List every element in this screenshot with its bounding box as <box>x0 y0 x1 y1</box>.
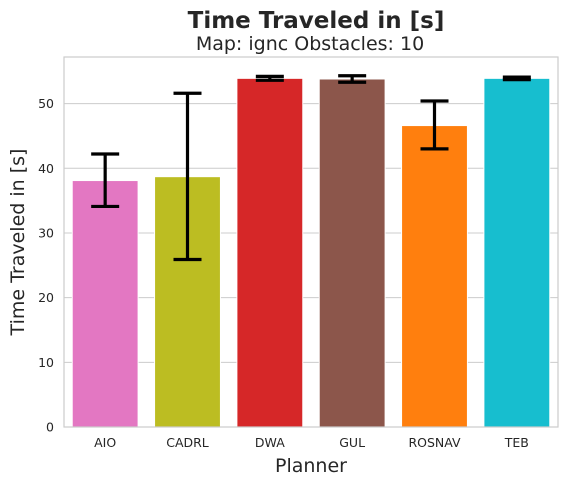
x-tick-label: DWA <box>255 435 285 450</box>
error-bar-gul <box>338 74 367 84</box>
y-tick-label: 30 <box>38 225 54 240</box>
plot-frame <box>63 56 559 428</box>
x-tick-label: TEB <box>504 435 529 450</box>
bars <box>71 77 551 428</box>
error-bar-cadrl <box>173 91 202 262</box>
y-tick-label: 20 <box>38 290 54 305</box>
x-tick-labels: AIO CADRL DWA GUL ROSNAV TEB <box>94 435 529 450</box>
y-tick-label: 40 <box>38 161 54 176</box>
error-bars <box>91 74 531 262</box>
y-axis-label: Time Traveled in [s] <box>7 149 29 337</box>
error-bar-aio <box>91 152 120 209</box>
chart-subtitle: Map: ignc Obstacles: 10 <box>196 33 424 55</box>
y-tick-label: 50 <box>38 96 54 111</box>
gridlines <box>64 103 558 363</box>
y-tick-labels: 0 10 20 30 40 50 <box>38 96 54 434</box>
x-tick-label: AIO <box>94 435 116 450</box>
error-bar-rosnav <box>420 99 449 151</box>
y-tick-label: 0 <box>46 420 54 435</box>
bar-rosnav <box>401 125 468 428</box>
bar-teb <box>483 77 551 428</box>
x-tick-label: GUL <box>339 435 365 450</box>
x-axis-label: Planner <box>275 455 347 477</box>
y-tick-label: 10 <box>38 355 54 370</box>
bar-gul <box>318 78 386 428</box>
chart-title: Time Traveled in [s] <box>188 8 445 34</box>
x-tick-label: ROSNAV <box>408 435 461 450</box>
bar-aio <box>71 180 139 428</box>
error-bar-dwa <box>255 74 284 82</box>
error-bar-teb <box>502 75 531 82</box>
bar-dwa <box>236 77 304 428</box>
x-tick-label: CADRL <box>166 435 209 450</box>
